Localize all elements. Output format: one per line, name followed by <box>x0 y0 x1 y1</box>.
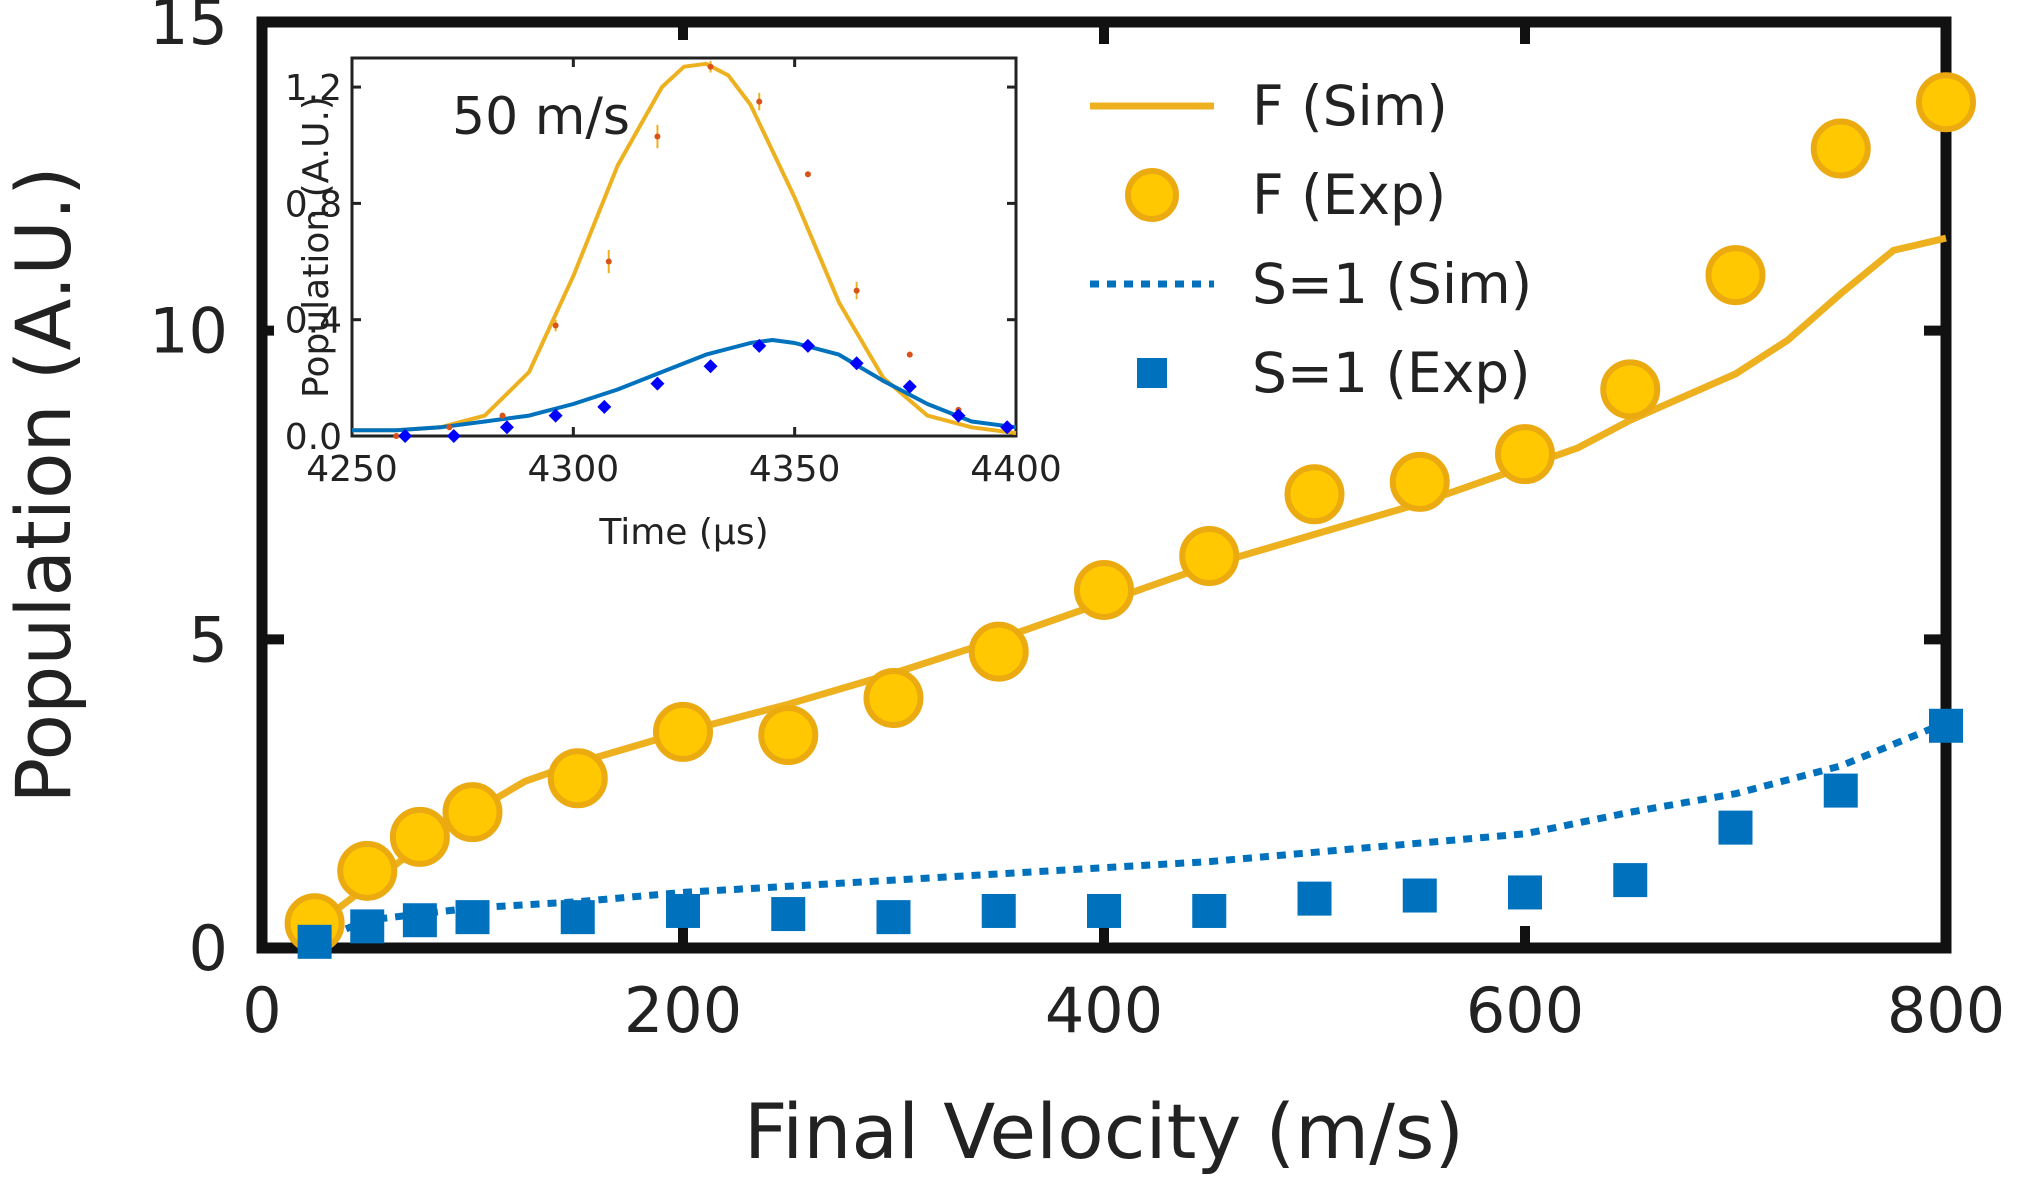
point-f-exp <box>442 782 503 843</box>
x-tick-label: 800 <box>1887 974 2005 1047</box>
x-axis-title: Final Velocity (m/s) <box>744 1087 1464 1176</box>
inset-point-dot <box>756 98 763 105</box>
inset-point-dot <box>499 412 506 419</box>
inset-point-dot <box>804 171 811 178</box>
inset-y-tick-label: 0.4 <box>285 301 342 342</box>
inset-x-tick-label: 4250 <box>306 449 398 490</box>
inset-point-diamond <box>902 379 917 394</box>
inset-point-diamond <box>650 376 665 391</box>
point-s-1-exp <box>1402 878 1437 913</box>
x-tick-label: 0 <box>242 974 281 1047</box>
inset-x-axis-title: Time (µs) <box>598 512 768 553</box>
legend: F (Sim) F (Exp) S=1 (Sim) S=1 (Exp) <box>1090 74 1532 405</box>
x-tick-label: 600 <box>1466 974 1584 1047</box>
inset-x-tick-label: 4300 <box>528 449 620 490</box>
inset-point-dot <box>654 133 661 140</box>
point-f-exp <box>389 806 450 867</box>
inset-point-dot <box>605 258 612 265</box>
inset-point-dot <box>446 424 453 431</box>
point-s-1-exp <box>981 893 1016 928</box>
point-s-1-exp <box>1718 810 1753 845</box>
inset-point-diamond <box>597 399 612 414</box>
legend-swatch-s-1-exp <box>1137 358 1167 388</box>
point-f-exp <box>1810 118 1871 179</box>
inset-point-diamond <box>398 429 413 443</box>
inset-y-axis-title: Population (A.U.) <box>296 96 337 398</box>
point-s-1-exp <box>1929 708 1963 743</box>
y-tick-label: 10 <box>149 295 228 368</box>
inset-point-diamond <box>849 356 864 371</box>
point-s-1-exp <box>771 897 806 932</box>
point-f-exp <box>1074 559 1134 620</box>
point-s-1-exp <box>1297 881 1332 916</box>
point-f-exp <box>1600 359 1661 420</box>
point-s-1-exp <box>666 893 700 928</box>
point-f-exp <box>968 621 1029 682</box>
point-s-1-exp <box>1508 875 1542 910</box>
inset-x-tick-label: 4350 <box>749 449 841 490</box>
legend-label-f-exp: F (Exp) <box>1252 163 1446 227</box>
y-tick-label: 15 <box>149 0 228 59</box>
inset-point-diamond <box>446 429 461 443</box>
inset-point-diamond <box>752 338 767 353</box>
legend-label-s-1-sim: S=1 (Sim) <box>1252 252 1532 316</box>
legend-swatch-f-exp <box>1125 168 1179 222</box>
inset-point-diamond <box>703 359 718 374</box>
inset-axes-box <box>350 56 1018 438</box>
inset-point-dot <box>906 351 913 358</box>
point-s-1-exp <box>1192 893 1227 928</box>
inset-point-diamond <box>548 408 563 423</box>
inset-point-dot <box>393 433 400 439</box>
y-tick-label: 0 <box>189 912 228 985</box>
point-f-exp <box>1705 245 1766 306</box>
point-f-exp <box>1179 525 1240 586</box>
point-f-exp <box>337 840 398 901</box>
x-tick-label: 400 <box>1045 974 1163 1047</box>
inset-point-diamond <box>1000 420 1015 435</box>
inset-x-tick-label: 4400 <box>970 449 1062 490</box>
point-s-1-exp <box>455 900 490 935</box>
inset-fit-line-2 <box>352 338 1017 433</box>
inset-y-tick-label: 0.8 <box>285 184 342 225</box>
point-f-exp <box>653 701 713 762</box>
inset-point-dot <box>552 322 559 329</box>
x-tick-label: 200 <box>624 974 742 1047</box>
series-line-f-sim <box>312 234 1947 930</box>
point-s-1-exp <box>402 903 437 938</box>
point-s-1-exp <box>560 900 595 935</box>
inset-point-diamond <box>951 408 966 423</box>
inset-point-dot <box>853 287 860 294</box>
point-f-exp <box>1495 424 1555 485</box>
point-s-1-exp <box>350 909 385 944</box>
point-s-1-exp <box>1087 893 1121 928</box>
inset-annotation: 50 m/s <box>452 87 630 147</box>
point-f-exp <box>1916 72 1976 133</box>
point-f-exp <box>1389 451 1450 512</box>
inset-y-tick-label: 0.0 <box>285 417 342 458</box>
inset-y-tick-label: 1.2 <box>285 68 342 109</box>
point-s-1-exp <box>876 900 911 935</box>
point-s-1-exp <box>297 924 332 959</box>
series-line-s-1-sim <box>313 719 1948 946</box>
point-s-1-exp <box>1613 863 1648 898</box>
inset-point-diamond <box>800 338 815 353</box>
y-tick-label: 5 <box>189 603 228 676</box>
y-axis-title: Population (A.U.) <box>0 166 88 803</box>
inset-point-diamond <box>499 420 514 435</box>
inset-point-dot <box>707 63 714 70</box>
point-f-exp <box>547 748 608 809</box>
point-s-1-exp <box>1823 773 1858 808</box>
point-f-exp <box>758 705 819 766</box>
inset-plot: 4250 4300 4350 4400 0.0 0.4 0.8 1.2 Time (µs) Pop… <box>274 40 1074 556</box>
legend-label-s-1-exp: S=1 (Exp) <box>1252 341 1531 405</box>
legend-label-f-sim: F (Sim) <box>1252 74 1448 138</box>
point-f-exp <box>863 667 924 728</box>
point-f-exp <box>1284 464 1345 525</box>
